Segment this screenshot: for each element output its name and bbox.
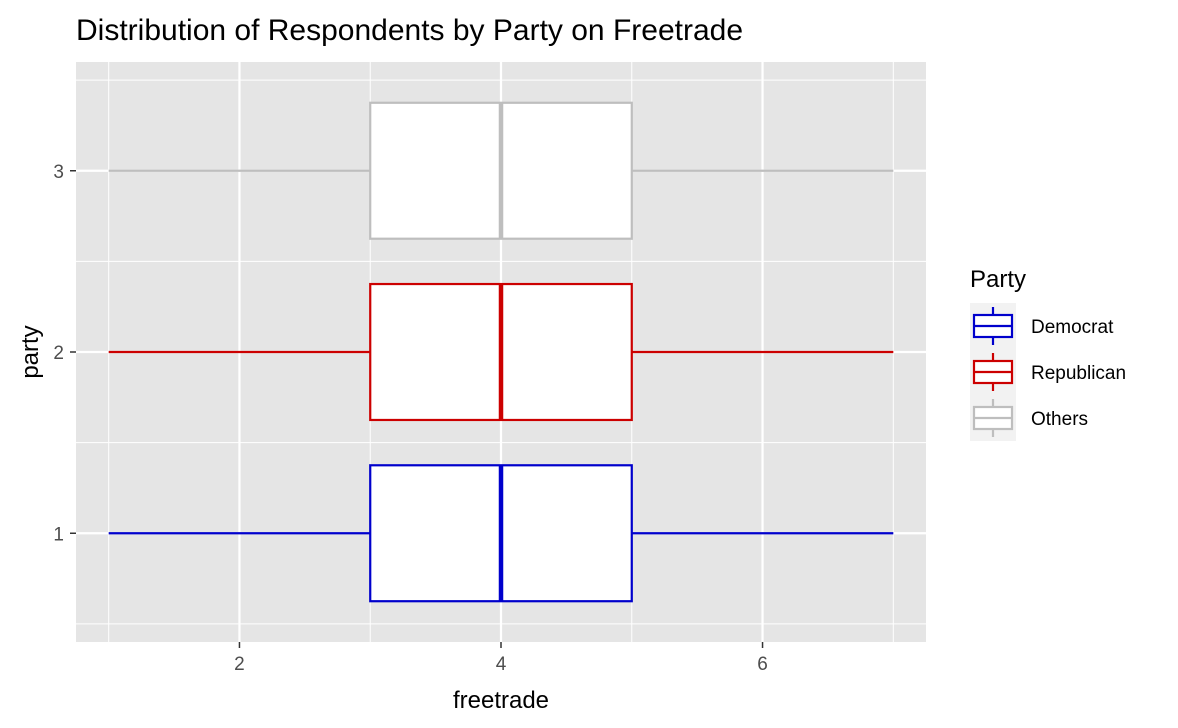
x-tick-label: 6 <box>757 654 768 675</box>
y-axis-title: party <box>17 325 44 378</box>
legend-title: Party <box>970 266 1026 293</box>
box-democrat <box>108 464 894 603</box>
x-tick-label: 2 <box>234 654 245 675</box>
legend-item-others: Others <box>972 399 1088 437</box>
y-tick-label: 1 <box>53 524 64 545</box>
box-republican <box>108 282 894 422</box>
legend-label: Republican <box>1031 363 1126 384</box>
x-tick-label: 4 <box>496 654 507 675</box>
box-series <box>108 101 894 603</box>
legend-item-republican: Republican <box>972 353 1126 391</box>
legend-label: Democrat <box>1031 317 1114 338</box>
y-tick-label: 2 <box>53 343 64 364</box>
legend-item-democrat: Democrat <box>972 307 1114 345</box>
y-tick-label: 3 <box>53 162 64 183</box>
axes: 2 4 6 1 2 3 <box>53 162 767 675</box>
x-axis-title: freetrade <box>453 687 549 714</box>
legend-label: Others <box>1031 409 1088 430</box>
chart-title: Distribution of Respondents by Party on … <box>76 14 743 47</box>
box-others <box>108 101 894 240</box>
legend: Party Democrat Republican Others <box>970 266 1126 441</box>
